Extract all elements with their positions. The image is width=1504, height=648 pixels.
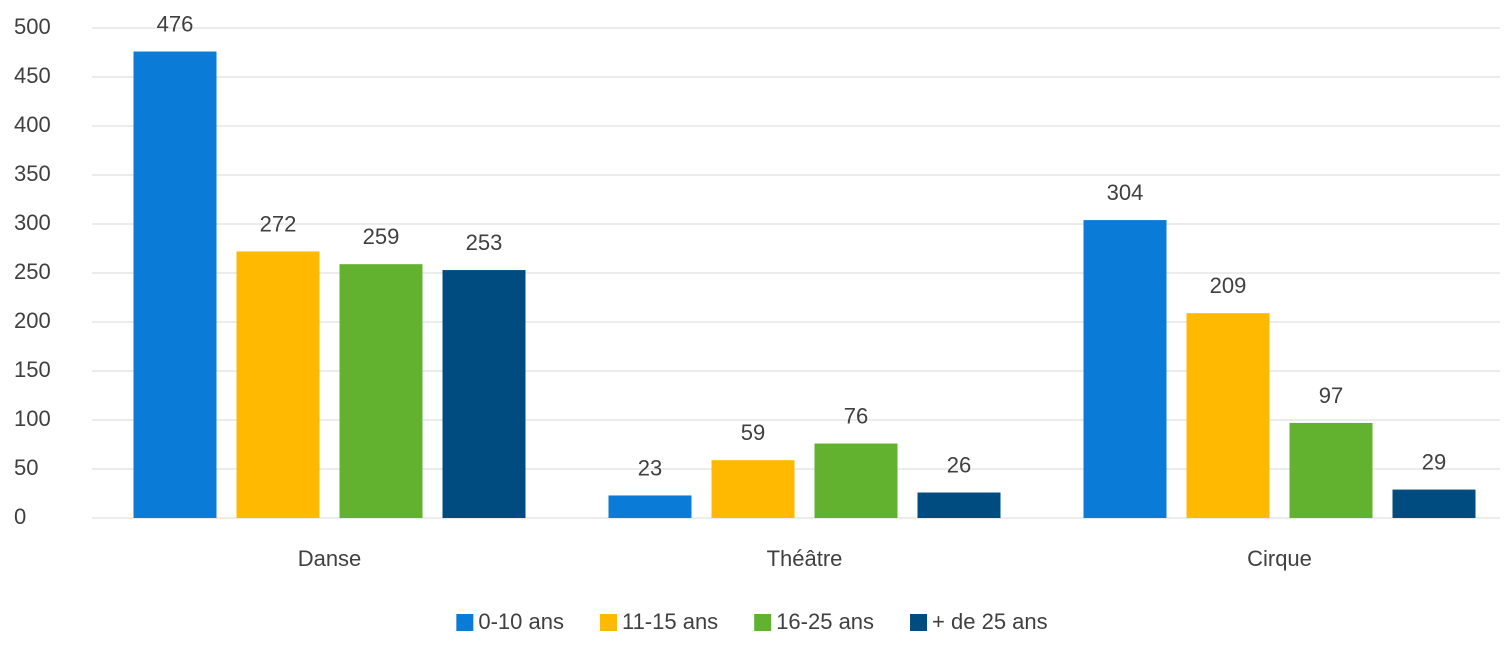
y-tick-label: 250: [14, 259, 51, 284]
value-label: 304: [1107, 180, 1144, 205]
x-tick-label: Cirque: [1247, 546, 1312, 571]
y-tick-label: 400: [14, 112, 51, 137]
legend-label: 16-25 ans: [776, 609, 874, 634]
value-label: 259: [363, 224, 400, 249]
value-label: 76: [844, 403, 868, 428]
legend-label: + de 25 ans: [932, 609, 1048, 634]
legend-swatch: [456, 614, 474, 631]
value-label: 97: [1319, 383, 1343, 408]
y-tick-label: 300: [14, 210, 51, 235]
bar: [917, 492, 1001, 518]
y-tick-label: 150: [14, 357, 51, 382]
value-label: 209: [1210, 273, 1247, 298]
value-label: 59: [741, 420, 765, 445]
bar: [814, 443, 898, 518]
legend-label: 11-15 ans: [622, 609, 718, 634]
value-label: 29: [1422, 449, 1446, 474]
y-tick-label: 0: [14, 504, 26, 529]
bar: [1083, 220, 1167, 518]
value-label: 476: [157, 11, 194, 36]
y-tick-label: 200: [14, 308, 51, 333]
bar: [133, 51, 217, 519]
y-tick-label: 350: [14, 161, 51, 186]
bar: [1392, 489, 1476, 518]
y-tick-label: 50: [14, 455, 38, 480]
bar: [339, 264, 423, 518]
bar: [236, 251, 320, 518]
bar: [442, 270, 526, 518]
legend-swatch: [599, 614, 617, 631]
value-label: 272: [260, 211, 297, 236]
y-tick-label: 500: [14, 14, 51, 39]
bar: [1186, 313, 1270, 518]
legend-swatch: [754, 614, 772, 631]
x-tick-label: Danse: [298, 546, 362, 571]
legend-label: 0-10 ans: [478, 609, 564, 634]
y-tick-label: 450: [14, 63, 51, 88]
x-tick-label: Théâtre: [767, 546, 843, 571]
value-label: 26: [947, 452, 971, 477]
y-tick-label: 100: [14, 406, 51, 431]
value-label: 23: [638, 455, 662, 480]
bar: [608, 495, 692, 518]
bar: [1289, 422, 1373, 518]
value-label: 253: [466, 230, 503, 255]
bar: [711, 460, 795, 518]
legend-swatch: [910, 614, 928, 631]
